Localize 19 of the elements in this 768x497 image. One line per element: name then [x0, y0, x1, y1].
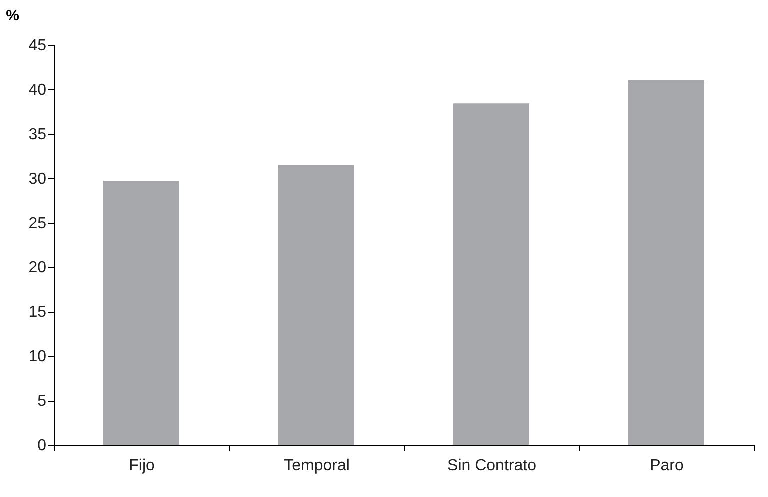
- y-tick-label: 5: [38, 393, 47, 410]
- bar: [628, 80, 704, 445]
- bar: [104, 181, 180, 445]
- x-tick-label: Fijo: [129, 458, 155, 474]
- y-tick-label: 45: [28, 38, 47, 54]
- y-tick-label: 25: [28, 215, 47, 232]
- x-tick-label: Sin Contrato: [448, 458, 537, 474]
- x-tick-label: Paro: [650, 458, 684, 474]
- bar: [454, 104, 530, 445]
- y-tick-label: 10: [28, 348, 47, 366]
- y-tick-label: 30: [28, 170, 47, 188]
- y-tick-label: 40: [28, 82, 47, 99]
- x-tick-label: Temporal: [284, 458, 350, 474]
- y-tick-label: 15: [28, 304, 47, 322]
- y-tick-label: 20: [28, 260, 47, 277]
- bar: [278, 165, 354, 445]
- y-tick-label: 0: [38, 438, 47, 454]
- y-axis-title: %: [6, 8, 20, 24]
- y-tick-label: 35: [28, 126, 47, 144]
